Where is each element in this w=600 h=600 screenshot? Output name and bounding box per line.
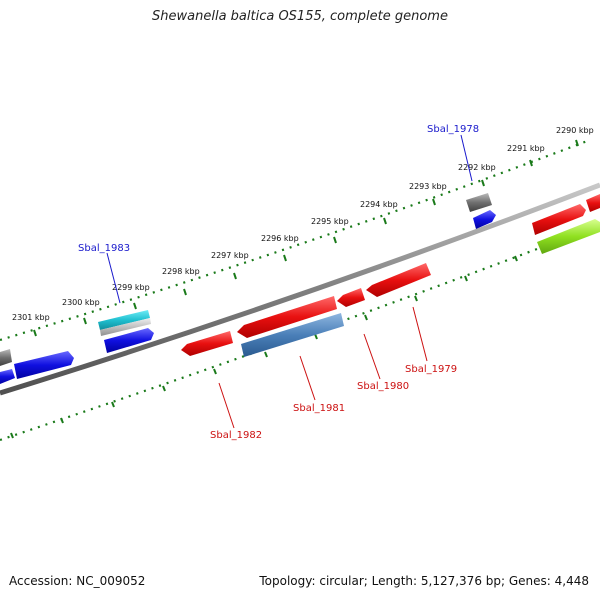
gene-label-leaders	[106, 134, 473, 429]
leader-line-sbal-1983	[106, 252, 121, 304]
scale-label: 2301 kbp	[12, 313, 50, 322]
accession-text: Accession: NC_009052	[9, 574, 146, 588]
scale-label: 2294 kbp	[360, 200, 398, 209]
outer-scale-track	[0, 138, 591, 342]
scale-label: 2299 kbp	[112, 283, 150, 292]
scale-label: 2291 kbp	[507, 144, 545, 153]
scale-label: 2298 kbp	[162, 267, 200, 276]
gene-arrow-red-edge[interactable]	[586, 194, 600, 212]
leader-line-sbal-1981	[299, 355, 316, 401]
gene-arrow-blue[interactable]	[473, 210, 496, 229]
gene-arrow-steelblue-sbal-1981[interactable]	[241, 313, 344, 357]
genome-title: Shewanella baltica OS155, complete genom…	[152, 9, 448, 24]
gene-label-sbal-1978[interactable]: Sbal_1978	[427, 124, 479, 135]
leader-line-sbal-1978	[460, 134, 473, 182]
chromosome-backbone	[0, 182, 600, 396]
gene-label-sbal-1982[interactable]: Sbal_1982	[210, 430, 262, 441]
inner-scale-dots	[0, 223, 600, 442]
scale-labels: 2290 kbp 2291 kbp 2292 kbp 2293 kbp 2294…	[12, 126, 594, 322]
scale-label: 2292 kbp	[458, 163, 496, 172]
outer-strand-genes	[0, 193, 600, 384]
gene-arrow-blue[interactable]	[104, 328, 154, 353]
leader-line-sbal-1982	[218, 382, 235, 429]
gene-arrow-blue[interactable]	[14, 351, 74, 379]
gene-arrow-blue-left-edge[interactable]	[0, 369, 15, 384]
leader-line-sbal-1980	[363, 333, 381, 380]
gene-arrow-red-sbal-1979[interactable]	[366, 263, 431, 297]
scale-label: 2295 kbp	[311, 217, 349, 226]
outer-scale-major-ticks	[33, 139, 579, 337]
scale-label: 2290 kbp	[556, 126, 594, 135]
gene-labels: Sbal_1978 Sbal_1983 Sbal_1979 Sbal_1980 …	[78, 124, 479, 441]
gene-arrow-gray-left-edge[interactable]	[0, 349, 12, 366]
genome-summary-text: Topology: circular; Length: 5,127,376 bp…	[259, 574, 589, 588]
scale-label: 2293 kbp	[409, 182, 447, 191]
gene-arrow-red-sbal-1982[interactable]	[181, 331, 233, 356]
gene-arrow-cyan-sbal-1983[interactable]	[98, 310, 150, 330]
gene-arrow-red-sbal-1980[interactable]	[337, 288, 365, 307]
scale-label: 2300 kbp	[62, 298, 100, 307]
scale-label: 2296 kbp	[261, 234, 299, 243]
gene-arrow-silver-sbal-1983[interactable]	[100, 318, 151, 336]
gene-arrow-gray-sbal-1978[interactable]	[466, 193, 492, 212]
inner-strand-genes	[181, 219, 600, 357]
gene-arrow-green[interactable]	[537, 219, 600, 254]
scale-label: 2297 kbp	[211, 251, 249, 260]
gene-arrow-red[interactable]	[532, 204, 586, 235]
leader-line-sbal-1979	[412, 306, 428, 362]
gene-label-sbal-1980[interactable]: Sbal_1980	[357, 381, 409, 392]
gene-label-sbal-1981[interactable]: Sbal_1981	[293, 403, 345, 414]
outer-scale-dots	[0, 138, 591, 342]
gene-arrow-red-sbal-1981[interactable]	[237, 296, 337, 338]
gene-label-sbal-1979[interactable]: Sbal_1979	[405, 364, 457, 375]
gene-label-sbal-1983[interactable]: Sbal_1983	[78, 243, 130, 254]
